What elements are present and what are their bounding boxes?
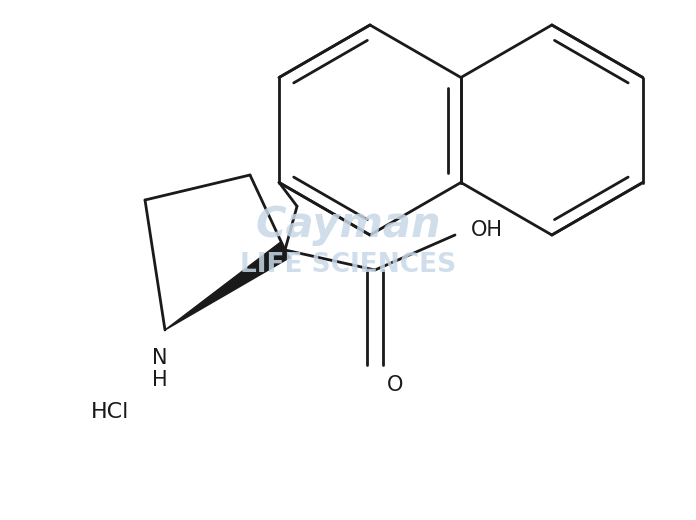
Text: O: O	[387, 375, 403, 395]
Text: Cayman: Cayman	[255, 204, 441, 246]
Text: HCl: HCl	[90, 402, 129, 422]
Polygon shape	[165, 242, 290, 330]
Text: LIFE SCIENCES: LIFE SCIENCES	[240, 252, 456, 278]
Text: H: H	[152, 370, 168, 390]
Text: N: N	[152, 348, 168, 368]
Text: OH: OH	[471, 220, 503, 240]
